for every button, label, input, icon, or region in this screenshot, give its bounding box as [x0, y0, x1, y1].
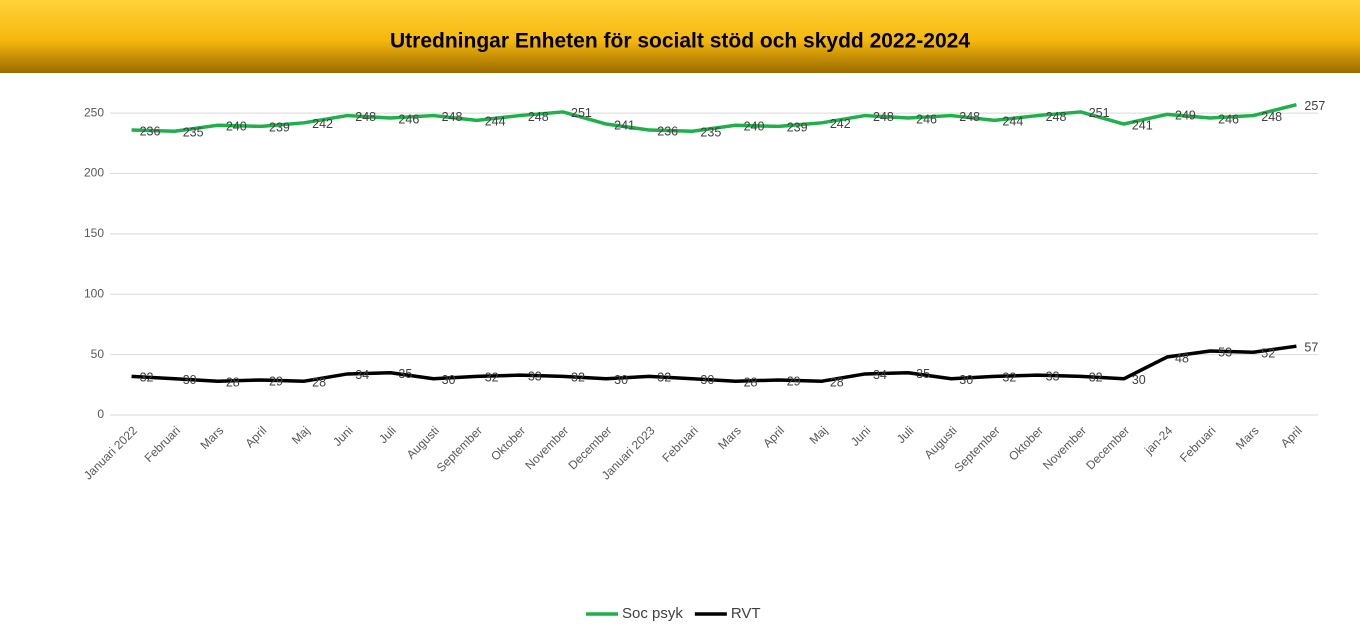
x-tick-label: Mars — [1233, 423, 1262, 452]
x-tick-label: April — [1278, 423, 1305, 450]
data-label: 34 — [873, 368, 887, 382]
x-tick-label: Juni — [330, 423, 355, 448]
legend-label: Soc psyk — [622, 605, 683, 622]
data-label: 32 — [657, 371, 671, 385]
data-label: 246 — [1218, 112, 1239, 126]
legend: Soc psyk RVT — [586, 605, 761, 622]
data-label: 30 — [700, 373, 714, 387]
x-tick-label: November — [522, 423, 571, 472]
data-label: 248 — [1046, 110, 1067, 124]
data-label: 33 — [528, 369, 542, 383]
data-label: 242 — [830, 117, 851, 131]
data-label: 242 — [312, 117, 333, 131]
data-label: 28 — [830, 375, 844, 389]
x-tick-label: Maj — [807, 423, 831, 447]
x-tick-label: Augusti — [404, 423, 442, 461]
x-tick-label: Juni — [848, 423, 873, 448]
data-label: 57 — [1304, 340, 1318, 354]
data-label: 29 — [269, 374, 283, 388]
data-label: 32 — [485, 371, 499, 385]
x-tick-label: Februari — [659, 423, 700, 464]
data-label: 235 — [700, 126, 721, 140]
data-label: 30 — [1132, 373, 1146, 387]
data-label: 30 — [442, 373, 456, 387]
y-tick-label: 0 — [97, 407, 104, 421]
data-label: 53 — [1218, 345, 1232, 359]
data-label: 33 — [1046, 369, 1060, 383]
data-label: 35 — [398, 367, 412, 381]
data-label: 236 — [657, 124, 678, 138]
x-tick-label: November — [1040, 423, 1089, 472]
data-label: 248 — [1261, 110, 1282, 124]
data-label: 32 — [1089, 371, 1103, 385]
data-label: 28 — [312, 375, 326, 389]
data-label: 244 — [1002, 115, 1023, 129]
data-label: 251 — [571, 106, 592, 120]
data-label: 34 — [355, 368, 369, 382]
data-label: 32 — [571, 371, 585, 385]
x-tick-label: Februari — [1177, 423, 1218, 464]
x-tick-label: jan-24 — [1141, 423, 1175, 457]
x-tick-label: September — [951, 423, 1002, 474]
data-label: 28 — [226, 375, 240, 389]
legend-label: RVT — [731, 605, 761, 622]
data-label: 240 — [226, 120, 247, 134]
x-tick-label: Februari — [142, 423, 183, 464]
x-tick-label: Augusti — [921, 423, 959, 461]
data-label: 48 — [1175, 351, 1189, 365]
data-label: 248 — [959, 110, 980, 124]
data-label: 52 — [1261, 347, 1275, 361]
x-tick-label: Oktober — [1006, 423, 1046, 463]
series-line — [131, 102, 1297, 134]
x-tick-label: April — [760, 423, 787, 450]
y-tick-label: 200 — [84, 166, 104, 180]
y-tick-label: 100 — [84, 286, 104, 300]
data-label: 241 — [1132, 118, 1153, 132]
y-tick-label: 150 — [84, 226, 104, 240]
data-label: 35 — [916, 367, 930, 381]
data-label: 246 — [916, 112, 937, 126]
chart-title: Utredningar Enheten för socialt stöd och… — [390, 30, 970, 53]
title-banner — [0, 0, 1360, 73]
data-label: 248 — [355, 110, 376, 124]
x-tick-label: April — [242, 423, 269, 450]
y-tick-label: 250 — [84, 105, 104, 119]
data-label: 239 — [269, 121, 290, 135]
data-label: 248 — [528, 110, 549, 124]
data-label: 241 — [614, 118, 635, 132]
data-label: 246 — [398, 112, 419, 126]
data-label: 32 — [140, 371, 154, 385]
data-label: 248 — [873, 110, 894, 124]
data-label: 244 — [485, 115, 506, 129]
data-label: 235 — [183, 126, 204, 140]
data-label: 257 — [1304, 99, 1325, 113]
data-label: 251 — [1089, 106, 1110, 120]
data-label: 248 — [442, 110, 463, 124]
x-tick-label: Juli — [376, 423, 399, 446]
x-tick-label: Mars — [715, 423, 744, 452]
data-label: 30 — [959, 373, 973, 387]
y-tick-label: 50 — [91, 347, 105, 361]
data-label: 32 — [1002, 371, 1016, 385]
x-tick-label: Mars — [197, 423, 226, 452]
data-label: 249 — [1175, 109, 1196, 123]
data-label: 239 — [787, 121, 808, 135]
data-label: 240 — [744, 120, 765, 134]
data-label: 30 — [183, 373, 197, 387]
series-line — [131, 344, 1297, 383]
x-tick-label: December — [1083, 423, 1132, 472]
data-label: 236 — [140, 124, 161, 138]
x-tick-label: Januari 2022 — [81, 423, 140, 482]
x-tick-label: Oktober — [488, 423, 528, 463]
data-label: 30 — [614, 373, 628, 387]
x-tick-label: Maj — [289, 423, 313, 447]
x-tick-label: Juli — [894, 423, 917, 446]
data-label: 29 — [787, 374, 801, 388]
data-label: 28 — [744, 375, 758, 389]
x-tick-label: September — [434, 423, 485, 474]
